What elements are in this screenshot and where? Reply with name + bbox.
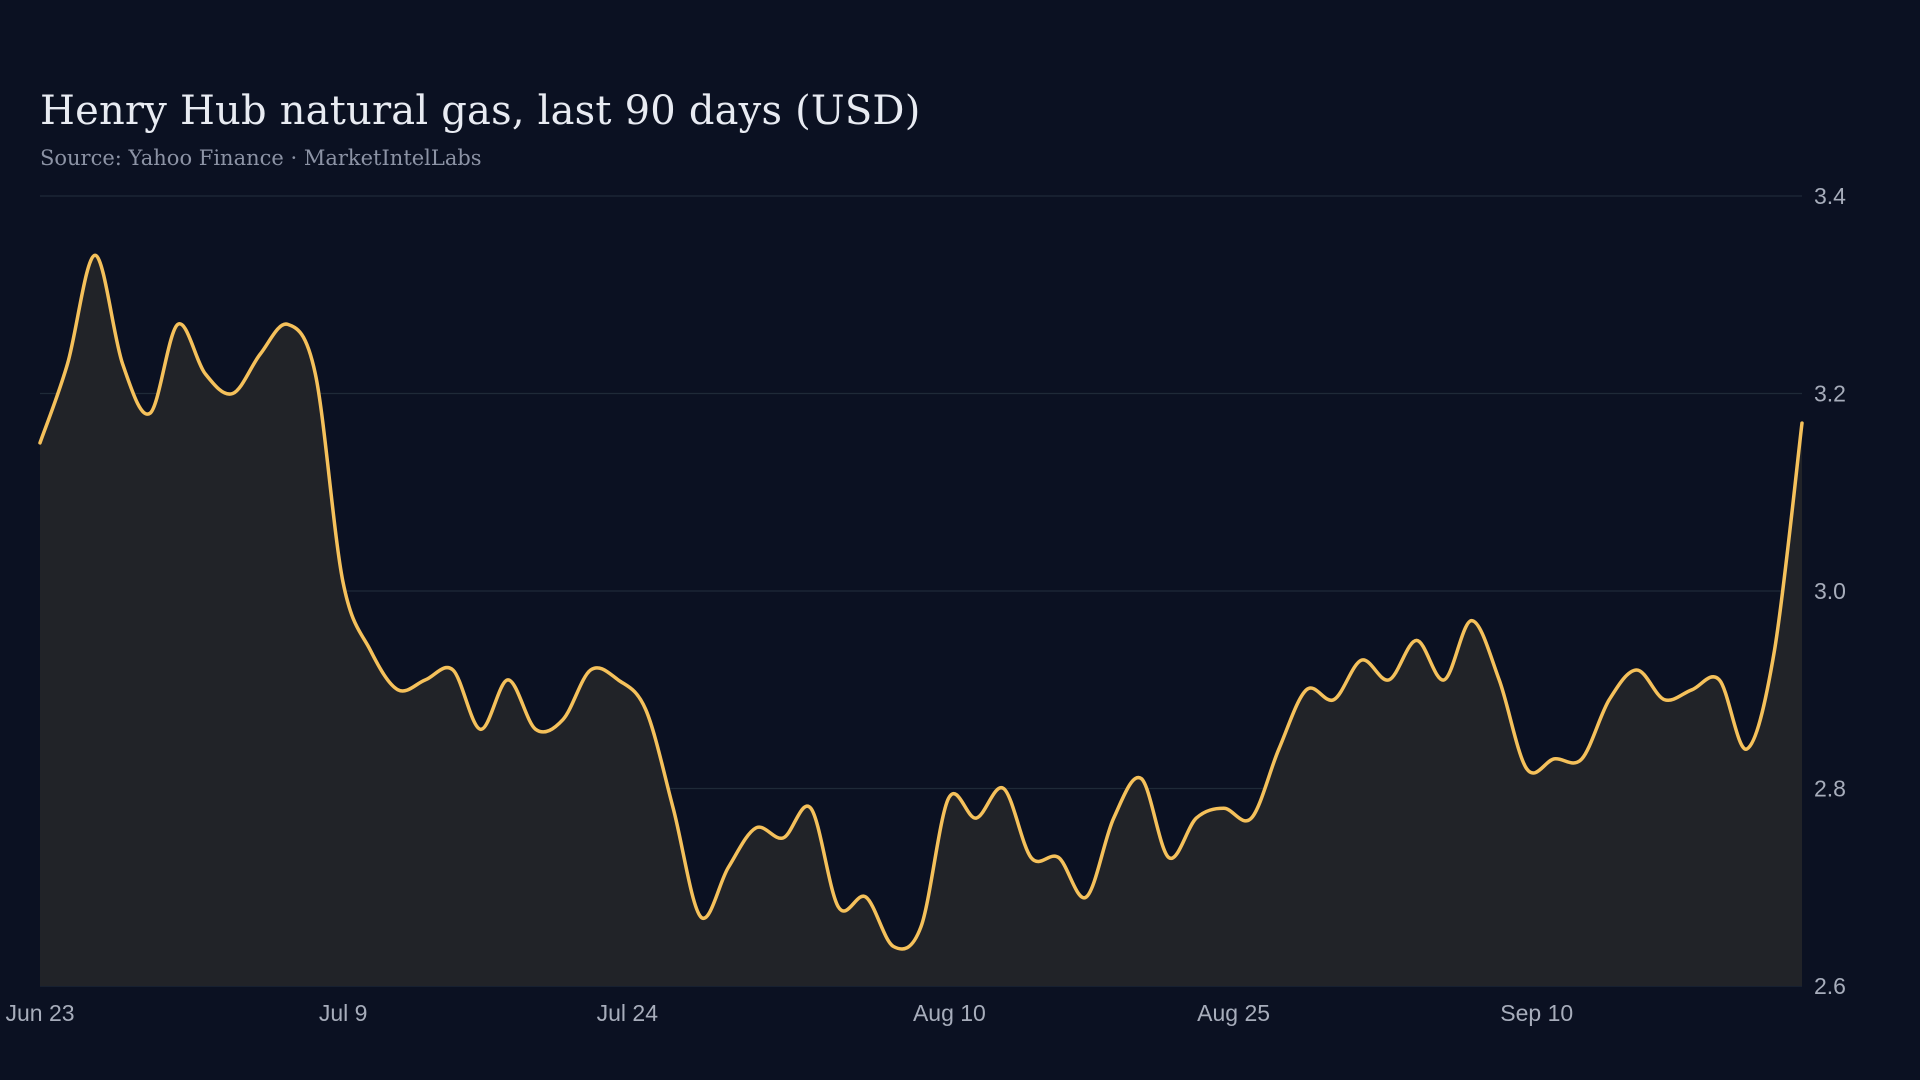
y-tick-label: 3.0: [1814, 578, 1846, 604]
x-tick-label: Aug 25: [1197, 1000, 1270, 1026]
x-tick-label: Jun 23: [5, 1000, 74, 1026]
y-tick-label: 2.6: [1814, 973, 1846, 999]
x-axis: Jun 23 Jul 9 Jul 24 Aug 10 Aug 25 Sep 10: [5, 1000, 1573, 1026]
y-tick-label: 2.8: [1814, 776, 1846, 802]
price-area-fill: [40, 255, 1802, 987]
y-axis: 3.4 3.2 3.0 2.8 2.6: [1814, 183, 1846, 999]
x-tick-label: Sep 10: [1500, 1000, 1573, 1026]
x-tick-label: Jul 9: [319, 1000, 368, 1026]
y-tick-label: 3.4: [1814, 183, 1846, 209]
x-tick-label: Jul 24: [597, 1000, 659, 1026]
y-tick-label: 3.2: [1814, 381, 1846, 407]
x-tick-label: Aug 10: [913, 1000, 986, 1026]
chart-title: Henry Hub natural gas, last 90 days (USD…: [40, 88, 921, 134]
price-line: [38, 253, 1804, 951]
chart-subtitle: Source: Yahoo Finance · MarketIntelLabs: [40, 146, 482, 170]
